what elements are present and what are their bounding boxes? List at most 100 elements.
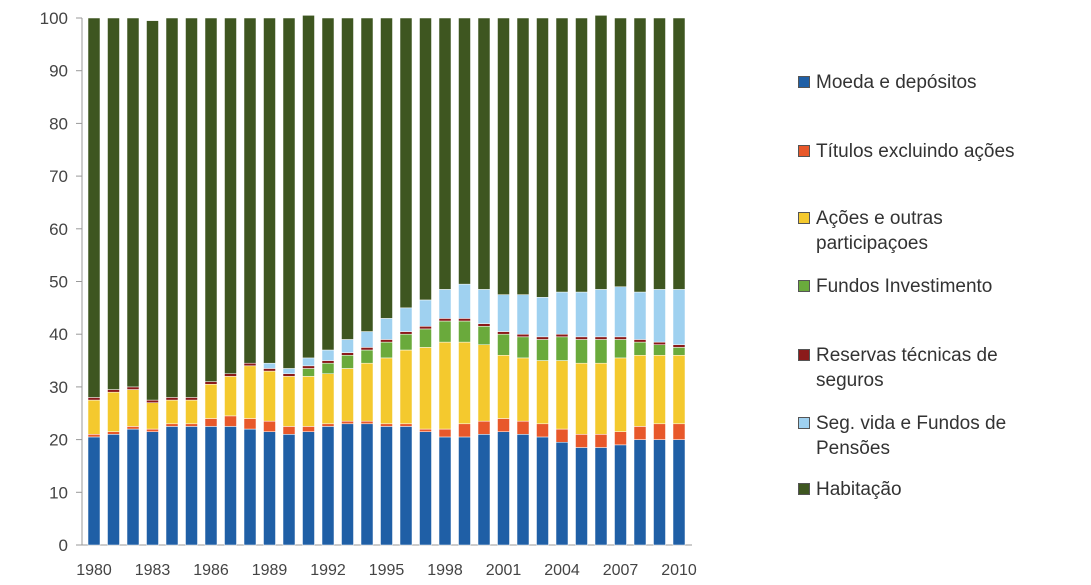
bar-segment-1992-s5 — [321, 349, 335, 361]
y-tick-label: 50 — [49, 273, 68, 292]
bar-segment-1994-s5 — [360, 331, 374, 348]
legend-swatch — [798, 483, 810, 495]
bar-segment-2003-s6 — [536, 17, 549, 298]
x-tick-label-2007: 2007 — [603, 562, 639, 579]
bar-segment-2001-s2 — [497, 355, 510, 419]
bar-segment-2003-s4 — [536, 336, 549, 340]
bar-segment-2001-s6 — [497, 17, 510, 295]
bar-segment-2007-s1 — [614, 431, 627, 446]
legend-item-fundos: Fundos Investimento — [798, 274, 1088, 299]
bar-segment-2003-s3 — [536, 339, 549, 361]
bar-segment-1989-s1 — [263, 420, 276, 432]
bar-segment-1982-s0 — [126, 428, 140, 546]
bar-segment-1994-s4 — [360, 347, 374, 351]
bar-segment-2000-s5 — [477, 289, 491, 324]
bar-segment-2009-s5 — [653, 289, 666, 343]
bar-segment-1997-s3 — [419, 328, 432, 348]
bar-segment-1984-s1 — [165, 423, 179, 427]
legend-swatch — [798, 76, 810, 88]
y-axis-ticks: 0 10 20 30 40 50 60 70 80 90 100 — [40, 9, 82, 555]
legend-swatch — [798, 280, 810, 292]
bar-segment-1993-s5 — [341, 339, 354, 353]
bar-segment-1991-s6 — [302, 15, 315, 359]
bar-segment-2004-s6 — [555, 17, 569, 293]
bar-segment-1987-s6 — [224, 17, 237, 374]
bar-segment-1996-s4 — [399, 331, 413, 335]
bar-segment-1981-s0 — [107, 434, 120, 546]
bar-segment-2006-s4 — [594, 336, 608, 340]
bar-segment-2000-s6 — [477, 17, 491, 290]
bar-segment-2005-s1 — [575, 434, 588, 448]
legend-label: Fundos Investimento — [816, 276, 993, 297]
bar-segment-2000-s4 — [477, 323, 491, 327]
bar-segment-1998-s6 — [438, 17, 452, 290]
bar-segment-2002-s2 — [516, 357, 530, 422]
bar-segment-1980-s6 — [87, 17, 101, 398]
bar-segment-1980-s0 — [87, 436, 101, 546]
bar-segment-2008-s2 — [633, 355, 647, 427]
bar-segment-1999-s0 — [458, 436, 471, 546]
bar-segment-2010-s2 — [672, 355, 686, 425]
bar-segment-2006-s5 — [594, 289, 608, 338]
bar-segment-1986-s6 — [204, 17, 218, 382]
x-tick-label-1995: 1995 — [369, 562, 405, 579]
bar-segment-2010-s4 — [672, 344, 686, 348]
bar-segment-1987-s0 — [224, 426, 237, 546]
legend-swatch — [798, 145, 810, 157]
bar-segment-1998-s0 — [438, 436, 452, 546]
bar-segment-1993-s0 — [341, 423, 354, 546]
bar-segment-2007-s5 — [614, 286, 627, 338]
bar-segment-2002-s4 — [516, 333, 530, 338]
bar-segment-1999-s4 — [458, 318, 471, 322]
bar-segment-1988-s0 — [243, 428, 257, 546]
bar-segment-2005-s6 — [575, 17, 588, 293]
bar-segment-2004-s5 — [555, 291, 569, 335]
bar-segment-1997-s4 — [419, 326, 432, 330]
bar-segment-1987-s1 — [224, 415, 237, 427]
bar-segment-2008-s1 — [633, 426, 647, 440]
bar-segment-2003-s1 — [536, 423, 549, 438]
x-tick-label-2001: 2001 — [486, 562, 522, 579]
bar-segment-1986-s4 — [204, 381, 218, 385]
bar-segment-1989-s6 — [263, 17, 276, 364]
bar-segment-1994-s6 — [360, 17, 374, 332]
bar-segment-2005-s2 — [575, 362, 588, 435]
bar-segment-2010-s6 — [672, 17, 686, 290]
bar-segment-2001-s0 — [497, 431, 510, 546]
legend-item-moeda: Moeda e depósitos — [798, 70, 1088, 95]
bar-segment-2009-s3 — [653, 344, 666, 356]
bar-segment-2001-s5 — [497, 294, 510, 332]
bar-segment-1999-s6 — [458, 17, 471, 285]
bar-segment-1990-s6 — [282, 17, 296, 369]
y-tick-label: 90 — [49, 62, 68, 81]
bar-segment-1983-s6 — [146, 20, 159, 401]
bar-segment-1990-s2 — [282, 376, 296, 427]
bar-segment-1992-s0 — [321, 426, 335, 546]
bar-segment-1996-s6 — [399, 17, 413, 309]
bar-segment-1999-s1 — [458, 423, 471, 438]
bar-segment-1991-s2 — [302, 376, 315, 427]
x-tick-label-1998: 1998 — [427, 562, 463, 579]
legend-item-habitacao: Habitação — [798, 477, 1088, 502]
bar-segment-1997-s0 — [419, 431, 432, 546]
bar-segment-1992-s1 — [321, 423, 335, 427]
bar-segment-1994-s2 — [360, 362, 374, 422]
x-tick-label-1983: 1983 — [135, 562, 171, 579]
bar-segment-2008-s4 — [633, 339, 647, 343]
bar-segment-2006-s2 — [594, 362, 608, 435]
bar-segment-1997-s1 — [419, 428, 432, 432]
bar-segment-1995-s4 — [380, 339, 393, 343]
bar-segment-2002-s5 — [516, 294, 530, 335]
bar-segment-1993-s6 — [341, 17, 354, 340]
bar-segment-2009-s6 — [653, 17, 666, 290]
bar-segment-1999-s3 — [458, 320, 471, 343]
bar-segment-1993-s4 — [341, 352, 354, 356]
legend-item-titulos: Títulos excluindo ações — [798, 139, 1088, 164]
bar-segment-2000-s1 — [477, 420, 491, 435]
bar-segment-2001-s1 — [497, 418, 510, 432]
y-tick-label: 10 — [49, 483, 68, 502]
bar-segment-2000-s3 — [477, 326, 491, 345]
bar-segment-1996-s2 — [399, 349, 413, 425]
bar-segment-1985-s1 — [185, 423, 198, 427]
